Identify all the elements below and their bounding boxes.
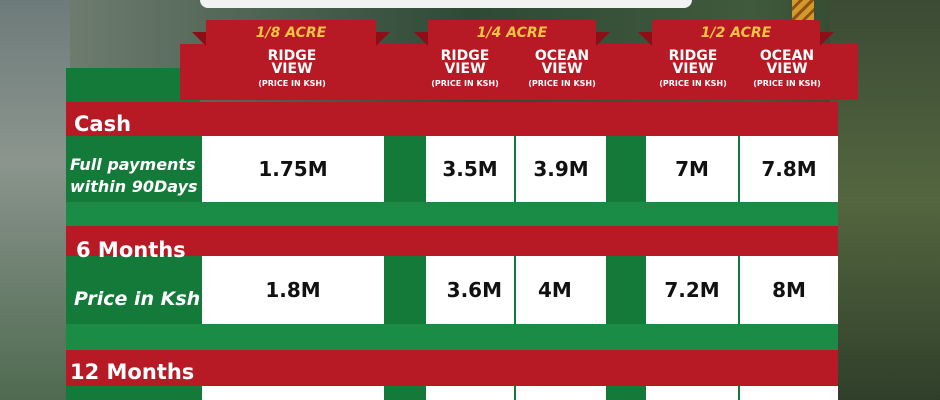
price-cell: 8M bbox=[740, 256, 838, 324]
price-cell: 7.8M bbox=[740, 136, 838, 202]
price-cell: 3.9M bbox=[516, 136, 606, 202]
tab-quarter-acre: 1/4 ACRE bbox=[414, 20, 610, 46]
row-spacer bbox=[66, 324, 838, 350]
row-divider bbox=[66, 202, 838, 208]
price-cell: 4M bbox=[516, 256, 606, 324]
row-band-6-months bbox=[66, 226, 838, 256]
price-cell: 3.6M bbox=[426, 256, 514, 324]
column-header-ridge-quarter: RIDGE VIEW (PRICE IN KSH) bbox=[431, 48, 499, 88]
price-cell bbox=[740, 386, 838, 400]
row-label-12-months: 12 Months bbox=[70, 360, 195, 384]
price-cell: 7M bbox=[646, 136, 738, 202]
tab-eighth-acre: 1/8 ACRE bbox=[192, 20, 390, 46]
top-banner-edge bbox=[200, 0, 692, 8]
price-cell: 1.8M bbox=[202, 256, 384, 324]
price-cell bbox=[516, 386, 606, 400]
giraffe-icon bbox=[792, 0, 814, 26]
column-header-ocean-half: OCEAN VIEW (PRICE IN KSH) bbox=[753, 48, 821, 88]
price-cell bbox=[646, 386, 738, 400]
background-left bbox=[0, 0, 70, 400]
row-band-12-months bbox=[66, 350, 838, 386]
header-band bbox=[180, 44, 858, 100]
row-band-cash bbox=[66, 102, 838, 136]
row-sublabel-6-months: Price in Ksh bbox=[74, 288, 201, 310]
price-cell bbox=[426, 386, 514, 400]
price-cell: 7.2M bbox=[646, 256, 738, 324]
price-cell bbox=[202, 386, 384, 400]
tab-half-acre: 1/2 ACRE bbox=[638, 20, 834, 46]
row-label-cash: Cash bbox=[74, 112, 132, 136]
column-header-ridge-eighth: RIDGE VIEW (PRICE IN KSH) bbox=[258, 48, 326, 88]
row-spacer bbox=[66, 208, 838, 226]
price-cell: 1.75M bbox=[202, 136, 384, 202]
row-sublabel-cash: Full payments within 90Days bbox=[70, 155, 198, 196]
price-cell: 3.5M bbox=[426, 136, 514, 202]
row-label-6-months: 6 Months bbox=[76, 238, 186, 262]
column-header-ridge-half: RIDGE VIEW (PRICE IN KSH) bbox=[659, 48, 727, 88]
column-header-ocean-quarter: OCEAN VIEW (PRICE IN KSH) bbox=[528, 48, 596, 88]
